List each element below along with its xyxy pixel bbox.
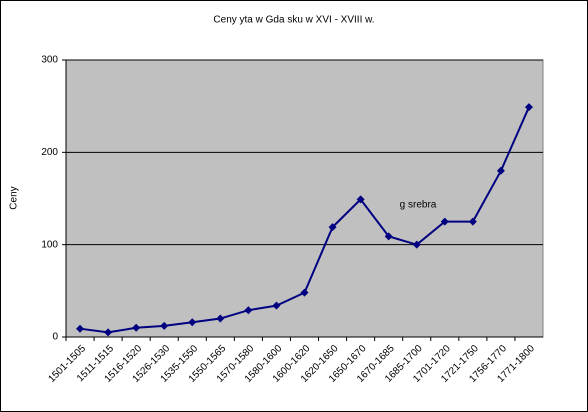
marker <box>412 240 421 249</box>
marker <box>300 288 309 297</box>
marker <box>244 306 253 315</box>
marker <box>356 195 365 204</box>
marker <box>384 232 393 241</box>
marker <box>272 301 281 310</box>
marker <box>188 318 197 327</box>
marker <box>496 166 505 175</box>
y-tick-label: 300 <box>41 55 58 66</box>
marker <box>160 321 169 330</box>
chart-title: Ceny yta w Gda sku w XVI - XVIII w. <box>213 15 374 26</box>
marker <box>440 217 449 226</box>
marker <box>76 324 85 333</box>
y-tick-label: 200 <box>41 147 58 158</box>
marker <box>468 217 477 226</box>
y-axis-label: Ceny <box>9 186 20 209</box>
marker <box>328 223 337 232</box>
y-tick-label: 100 <box>41 239 58 250</box>
y-tick-label: 0 <box>52 332 58 343</box>
marker <box>132 323 141 332</box>
marker <box>216 314 225 323</box>
marker <box>104 328 113 337</box>
annotation: g srebra <box>400 200 437 211</box>
marker <box>524 103 533 112</box>
